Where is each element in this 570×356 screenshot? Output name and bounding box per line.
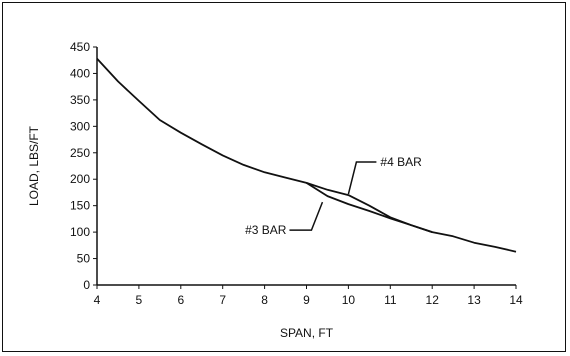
- axes: [96, 47, 516, 286]
- x-tick-label: 14: [509, 293, 523, 307]
- x-axis-title: SPAN, FT: [280, 326, 334, 340]
- x-tick-label: 6: [177, 293, 184, 307]
- annotation-leader-bar3: [289, 201, 324, 231]
- annotation-bar3: #3 BAR: [245, 223, 287, 237]
- annotation-leader-bar4: [347, 161, 377, 195]
- y-tick-label: 250: [70, 146, 90, 160]
- y-tick-label: 100: [70, 225, 90, 239]
- x-tick-label: 4: [94, 293, 101, 307]
- series-line-bar4: [96, 57, 517, 253]
- y-tick-label: 400: [70, 66, 90, 80]
- x-tick-label: 5: [136, 293, 143, 307]
- x-tick-label: 11: [384, 293, 397, 307]
- annotation-bar4: #4 BAR: [380, 155, 422, 169]
- x-tick-label: 10: [342, 293, 356, 307]
- series-line-bar3: [306, 182, 433, 233]
- y-tick-label: 200: [70, 172, 90, 186]
- x-tick-label: 8: [261, 293, 268, 307]
- series-group: [96, 57, 517, 253]
- x-tick-label: 9: [303, 293, 310, 307]
- y-tick-label: 450: [70, 40, 90, 54]
- y-tick-label: 0: [83, 278, 90, 292]
- y-tick-label: 350: [70, 93, 90, 107]
- x-tick-label: 12: [426, 293, 440, 307]
- y-tick-label: 300: [70, 119, 90, 133]
- y-tick-label: 50: [77, 252, 91, 266]
- y-tick-label: 150: [70, 199, 90, 213]
- x-tick-label: 13: [467, 293, 481, 307]
- ticks: 0 50 100 150 200 250 300 350 400 450 4 5 6 7 8 9 10 11 12 1…: [70, 40, 523, 307]
- y-axis-title: LOAD, LBS/FT: [27, 125, 41, 206]
- annotations: #4 BAR #3 BAR: [245, 155, 422, 237]
- x-tick-label: 7: [219, 293, 226, 307]
